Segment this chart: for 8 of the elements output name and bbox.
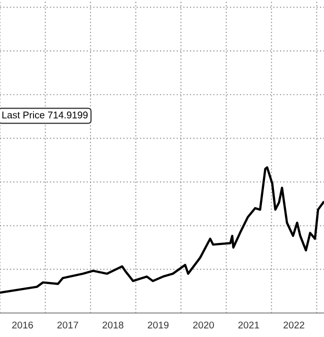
x-tick-label: 2018 [102,322,124,328]
text: Last Price 714.9199 [2,111,88,118]
x-tick-label: 2017 [57,322,78,328]
x-tick-label: 2021 [238,322,260,328]
x-tick-label: 2020 [193,322,214,328]
x-tick-label: 2019 [148,322,169,328]
x-tick-label: 2016 [12,322,33,328]
x-tick-label: 2022 [284,322,304,328]
